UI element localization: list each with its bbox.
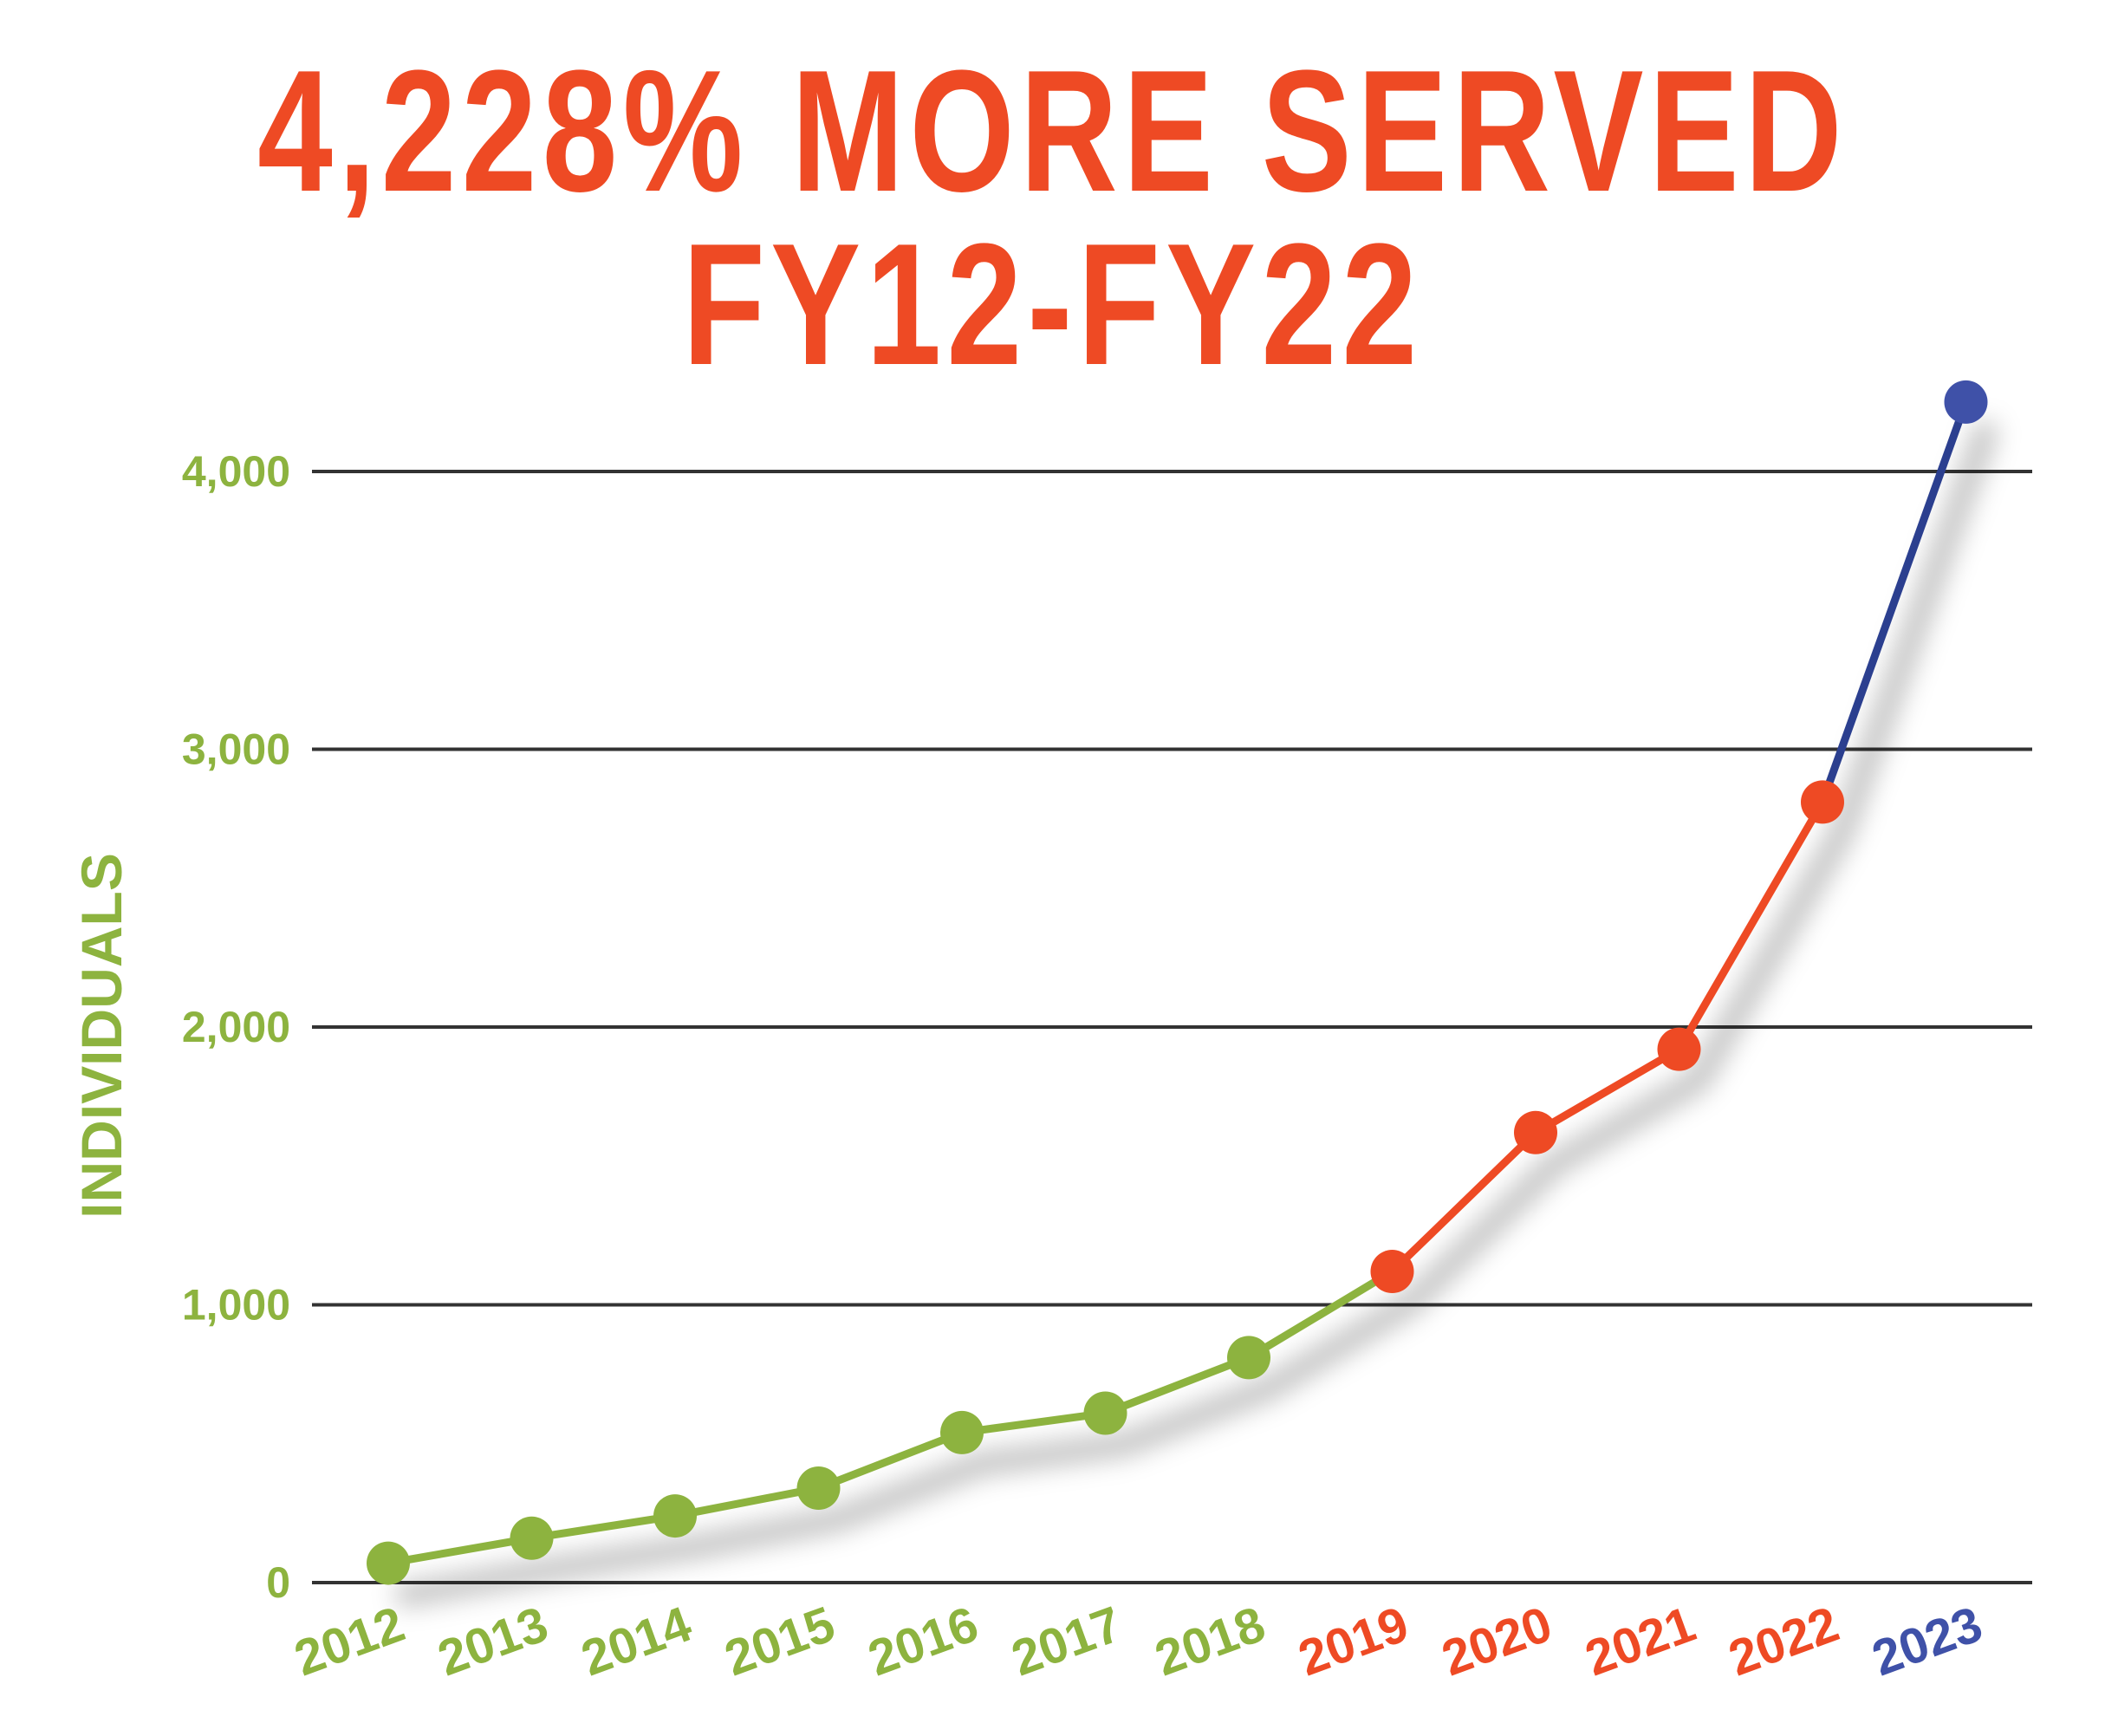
line-segment [815, 1428, 966, 1492]
line-segment [1818, 398, 1970, 806]
data-point-2021 [1657, 1027, 1701, 1071]
data-point-2023 [1944, 380, 1988, 424]
data-point-2017 [1083, 1391, 1127, 1435]
x-tick-label: 2021 [1578, 1596, 1702, 1687]
x-tick-label: 2016 [861, 1596, 985, 1687]
y-axis-ticks: 0 1,000 2,000 3,000 4,000 [182, 447, 290, 1607]
y-tick-label: 0 [266, 1558, 290, 1607]
line-segment [1675, 797, 1827, 1054]
line-shadow [394, 419, 1998, 1608]
x-tick-label: 2014 [575, 1596, 698, 1687]
data-point-2013 [510, 1516, 554, 1560]
data-point-2018 [1227, 1336, 1270, 1380]
y-tick-label: 1,000 [182, 1281, 290, 1330]
series-points [367, 380, 1988, 1585]
line-shadow-path [394, 419, 1998, 1608]
line-segment [958, 1408, 1109, 1437]
data-point-2020 [1514, 1110, 1557, 1154]
y-tick-label: 3,000 [182, 725, 290, 774]
line-segment [1244, 1267, 1396, 1362]
x-tick-label: 2019 [1291, 1596, 1415, 1687]
x-tick-label: 2013 [431, 1596, 555, 1687]
x-tick-label: 2020 [1435, 1596, 1559, 1687]
grid-lines [312, 470, 2032, 1584]
data-point-2019 [1370, 1250, 1414, 1294]
y-tick-label: 2,000 [182, 1003, 290, 1051]
line-segment [1101, 1353, 1253, 1417]
y-tick-label: 4,000 [182, 447, 290, 496]
line-segment [1531, 1045, 1683, 1137]
x-tick-label: 2023 [1865, 1596, 1989, 1687]
chart-title-line-1: 4,228% MORE SERVED [257, 35, 1848, 228]
line-segment [528, 1512, 679, 1543]
data-point-2016 [940, 1410, 984, 1454]
y-axis-label: INDIVIDUALS [69, 853, 133, 1219]
x-tick-label: 2017 [1004, 1596, 1128, 1687]
x-tick-label: 2015 [718, 1596, 841, 1687]
data-point-2014 [653, 1494, 697, 1538]
series-lines [384, 398, 1970, 1568]
line-segment [671, 1484, 822, 1520]
data-point-2022 [1801, 780, 1844, 824]
chart-title-line-2: FY12-FY22 [682, 208, 1423, 401]
x-tick-label: 2012 [288, 1596, 412, 1687]
line-segment [384, 1534, 536, 1568]
x-tick-label: 2022 [1722, 1596, 1846, 1687]
line-segment [1388, 1128, 1540, 1276]
data-point-2012 [367, 1541, 410, 1585]
x-axis-ticks: 2012 2013 2014 2015 2016 2017 2018 2019 2020 2021… [288, 1596, 1990, 1687]
data-point-2015 [796, 1466, 841, 1511]
x-tick-label: 2018 [1148, 1596, 1272, 1687]
